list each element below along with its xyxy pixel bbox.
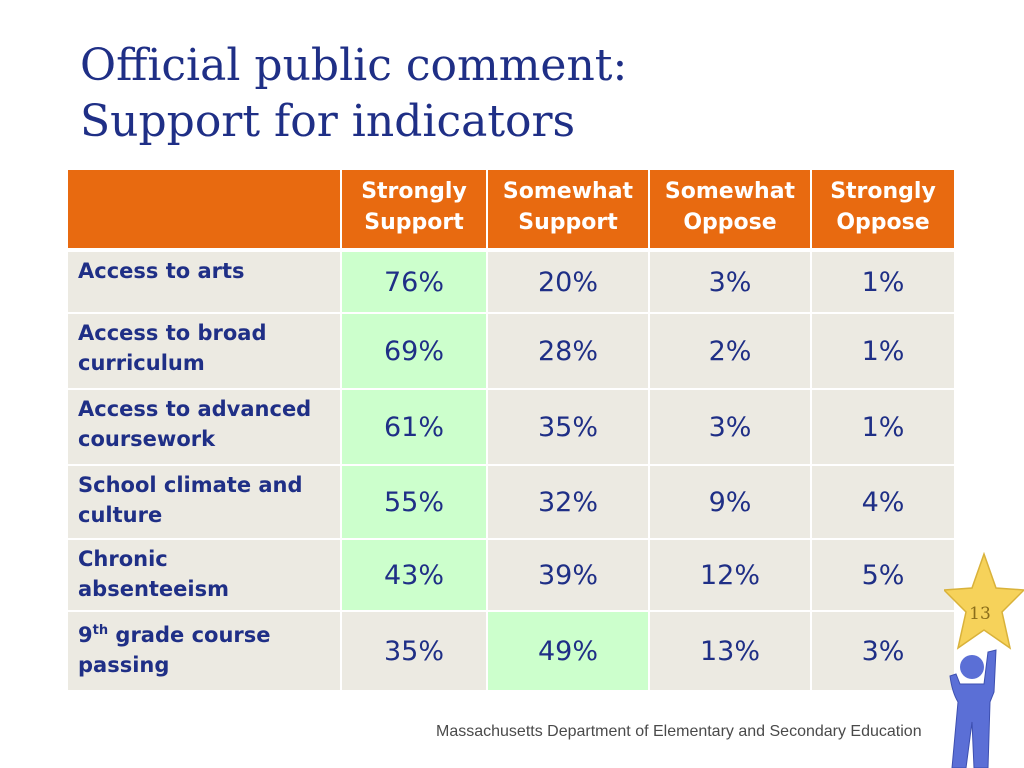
- value-cell: 69%: [342, 314, 488, 390]
- table-row: 9th grade course passing 35% 49% 13% 3%: [68, 612, 956, 692]
- value-cell: 9%: [650, 466, 812, 540]
- header-strongly-oppose: Strongly Oppose: [812, 170, 956, 250]
- title-line-2: Support for indicators: [80, 96, 576, 147]
- row-label: Access to arts: [68, 250, 342, 314]
- table-row: Access to arts 76% 20% 3% 1%: [68, 250, 956, 314]
- table-row: Access to advanced coursework 61% 35% 3% …: [68, 390, 956, 466]
- value-cell: 76%: [342, 250, 488, 314]
- page-number: 13: [969, 604, 991, 624]
- header-corner: [68, 170, 342, 250]
- value-cell: 3%: [650, 250, 812, 314]
- value-cell: 5%: [812, 540, 956, 612]
- row-label: Access to advanced coursework: [68, 390, 342, 466]
- footer-source: Massachusetts Department of Elementary a…: [436, 723, 922, 740]
- value-cell: 1%: [812, 314, 956, 390]
- title-line-1: Official public comment:: [80, 40, 628, 91]
- table-row: Chronic absenteeism 43% 39% 12% 5%: [68, 540, 956, 612]
- row-label: School climate and culture: [68, 466, 342, 540]
- value-cell: 3%: [812, 612, 956, 692]
- value-cell: 12%: [650, 540, 812, 612]
- header-somewhat-support: Somewhat Support: [488, 170, 650, 250]
- value-cell: 39%: [488, 540, 650, 612]
- row-label: Access to broad curriculum: [68, 314, 342, 390]
- value-cell: 28%: [488, 314, 650, 390]
- value-cell: 4%: [812, 466, 956, 540]
- header-strongly-support: Strongly Support: [342, 170, 488, 250]
- row-label: 9th grade course passing: [68, 612, 342, 692]
- row-label: Chronic absenteeism: [68, 540, 342, 612]
- table-row: Access to broad curriculum 69% 28% 2% 1%: [68, 314, 956, 390]
- star-figure-icon: [944, 552, 1024, 768]
- value-cell: 49%: [488, 612, 650, 692]
- value-cell: 43%: [342, 540, 488, 612]
- value-cell: 13%: [650, 612, 812, 692]
- value-cell: 1%: [812, 250, 956, 314]
- table-row: School climate and culture 55% 32% 9% 4%: [68, 466, 956, 540]
- value-cell: 61%: [342, 390, 488, 466]
- value-cell: 35%: [488, 390, 650, 466]
- value-cell: 35%: [342, 612, 488, 692]
- value-cell: 1%: [812, 390, 956, 466]
- value-cell: 2%: [650, 314, 812, 390]
- header-somewhat-oppose: Somewhat Oppose: [650, 170, 812, 250]
- table-header-row: Strongly Support Somewhat Support Somewhat…: [68, 170, 956, 250]
- page-title: Official public comment: Support for ind…: [80, 38, 627, 150]
- value-cell: 55%: [342, 466, 488, 540]
- value-cell: 3%: [650, 390, 812, 466]
- value-cell: 20%: [488, 250, 650, 314]
- value-cell: 32%: [488, 466, 650, 540]
- support-table: Strongly Support Somewhat Support Somewhat…: [68, 170, 956, 692]
